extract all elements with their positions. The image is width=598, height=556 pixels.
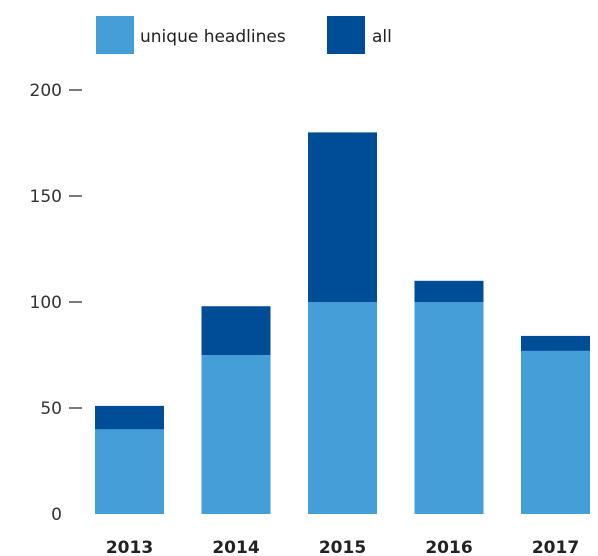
x-category-label: 2016 bbox=[425, 538, 472, 556]
x-category-label: 2017 bbox=[532, 538, 579, 556]
x-category-label: 2014 bbox=[212, 538, 259, 556]
bar-unique-headlines-2015 bbox=[308, 302, 377, 514]
y-tick-label: 0 bbox=[51, 505, 62, 525]
legend: unique headlines all bbox=[96, 16, 392, 54]
y-axis: 0 50 100 150 200 bbox=[30, 81, 82, 525]
y-tick-label: 200 bbox=[30, 81, 62, 101]
bar-unique-headlines-2016 bbox=[414, 302, 484, 514]
bar-unique-headlines-2013 bbox=[95, 429, 164, 514]
y-tick-label: 150 bbox=[30, 187, 62, 207]
legend-swatch bbox=[96, 16, 134, 54]
y-tick-label: 50 bbox=[40, 399, 62, 419]
bars bbox=[95, 132, 590, 514]
legend-label: unique headlines bbox=[140, 27, 286, 47]
bar-unique-headlines-2014 bbox=[201, 355, 271, 514]
legend-label: all bbox=[372, 27, 392, 47]
x-axis: 2013 2014 2015 2016 2017 bbox=[106, 538, 579, 556]
x-category-label: 2013 bbox=[106, 538, 153, 556]
legend-swatch bbox=[327, 16, 365, 54]
x-category-label: 2015 bbox=[319, 538, 366, 556]
bar-unique-headlines-2017 bbox=[521, 350, 590, 514]
y-tick-label: 100 bbox=[30, 293, 62, 313]
